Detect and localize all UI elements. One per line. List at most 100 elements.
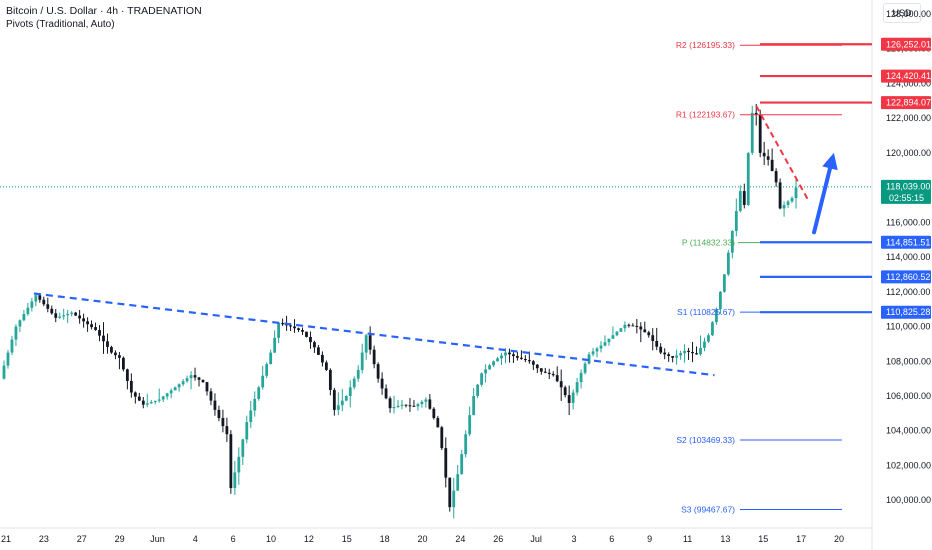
candle-body	[376, 364, 380, 379]
candle-body	[675, 355, 679, 358]
candle-body	[189, 375, 193, 379]
y-tick-label: 110,000.00	[886, 322, 930, 332]
candle-body	[372, 349, 376, 365]
price-tag-label: 122,894.07	[886, 98, 931, 108]
candle-body	[257, 387, 261, 399]
candle-body	[233, 472, 237, 489]
y-tick-label: 124,000.00	[886, 78, 931, 88]
price-tag	[881, 96, 931, 110]
candle-body	[30, 301, 34, 308]
candle-body	[277, 323, 281, 338]
candle-body	[58, 316, 62, 318]
candle-body	[129, 380, 133, 393]
candle-body	[309, 336, 312, 343]
candle-body	[623, 324, 627, 329]
pivot-label: S3 (99467.67)	[681, 504, 735, 514]
candle-body	[523, 358, 527, 361]
pivot-label: S1 (110825.67)	[677, 307, 735, 317]
candle-body	[484, 369, 487, 374]
candle-body	[579, 372, 583, 383]
candle-body	[420, 401, 424, 405]
candle-body	[169, 390, 173, 394]
x-tick-label: 13	[720, 534, 730, 544]
price-tag-label: 118,039.00	[886, 181, 930, 191]
candle-body	[468, 415, 472, 435]
x-tick-label: 20	[834, 534, 844, 544]
candle-body	[790, 198, 794, 202]
candle-body	[70, 312, 74, 314]
x-tick-label: 6	[231, 534, 236, 544]
candle-body	[305, 331, 308, 337]
candle-body	[122, 357, 125, 370]
candle-body	[317, 347, 320, 355]
candle-body	[213, 400, 217, 410]
candle-body	[444, 448, 448, 478]
candle-body	[273, 337, 277, 353]
candle-body	[738, 191, 742, 212]
candle-body	[217, 409, 221, 418]
candle-body	[512, 354, 515, 357]
candle-body	[66, 313, 70, 316]
candle-body	[722, 274, 726, 292]
candle-body	[221, 418, 225, 427]
candle-body	[205, 382, 209, 392]
candle-body	[114, 352, 117, 356]
price-tag	[881, 305, 931, 319]
candle-body	[356, 369, 360, 379]
candle-body	[102, 335, 105, 342]
candle-body	[611, 335, 615, 339]
candle-body	[551, 374, 555, 376]
x-tick-label: 20	[417, 534, 427, 544]
candle-body	[161, 396, 165, 400]
x-tick-label: 6	[609, 534, 614, 544]
candle-body	[153, 400, 157, 403]
candle-body	[125, 369, 129, 381]
candle-body	[766, 156, 770, 160]
symbol-title: Bitcoin / U.S. Dollar · 4h · TRADENATION	[6, 5, 202, 17]
x-tick-label: 12	[304, 534, 314, 544]
arrow-shaft	[812, 166, 833, 235]
candle-body	[575, 382, 579, 393]
candle-body	[555, 375, 559, 382]
candle-body	[165, 393, 169, 397]
candle-body	[448, 477, 452, 508]
candle-body	[289, 325, 292, 327]
x-tick-label: 18	[380, 534, 390, 544]
candle-body	[380, 378, 384, 389]
candle-body	[10, 339, 14, 353]
candle-body	[464, 434, 468, 455]
candle-body	[599, 345, 603, 349]
candle-body	[157, 399, 161, 401]
candle-body	[730, 231, 734, 253]
x-tick-label: 3	[571, 534, 576, 544]
candle-body	[719, 291, 722, 310]
candle-body	[416, 404, 420, 407]
candle-body	[595, 348, 599, 352]
candle-body	[436, 418, 440, 428]
price-tag	[881, 270, 931, 284]
candle-body	[535, 364, 539, 369]
candle-body	[50, 308, 54, 314]
candle-body	[133, 392, 137, 397]
candle-body	[344, 396, 348, 401]
candle-body	[750, 112, 754, 153]
candle-body	[14, 326, 18, 340]
candle-body	[687, 350, 690, 352]
candle-body	[627, 324, 631, 326]
candle-body	[488, 365, 491, 370]
price-tag-label: 126,252.01	[886, 39, 931, 49]
candle-body	[440, 427, 444, 449]
candle-body	[500, 355, 503, 359]
pivot-label: P (114832.33)	[682, 238, 735, 248]
candle-body	[715, 309, 718, 323]
candle-body	[352, 378, 356, 388]
pivot-label: S2 (103469.33)	[676, 435, 735, 445]
x-tick-label: 17	[796, 534, 806, 544]
candle-body	[472, 396, 476, 416]
candle-body	[26, 307, 30, 315]
candle-body	[520, 357, 523, 359]
currency-button[interactable]: USD	[883, 3, 921, 23]
candle-body	[591, 351, 595, 355]
candle-body	[137, 396, 141, 401]
